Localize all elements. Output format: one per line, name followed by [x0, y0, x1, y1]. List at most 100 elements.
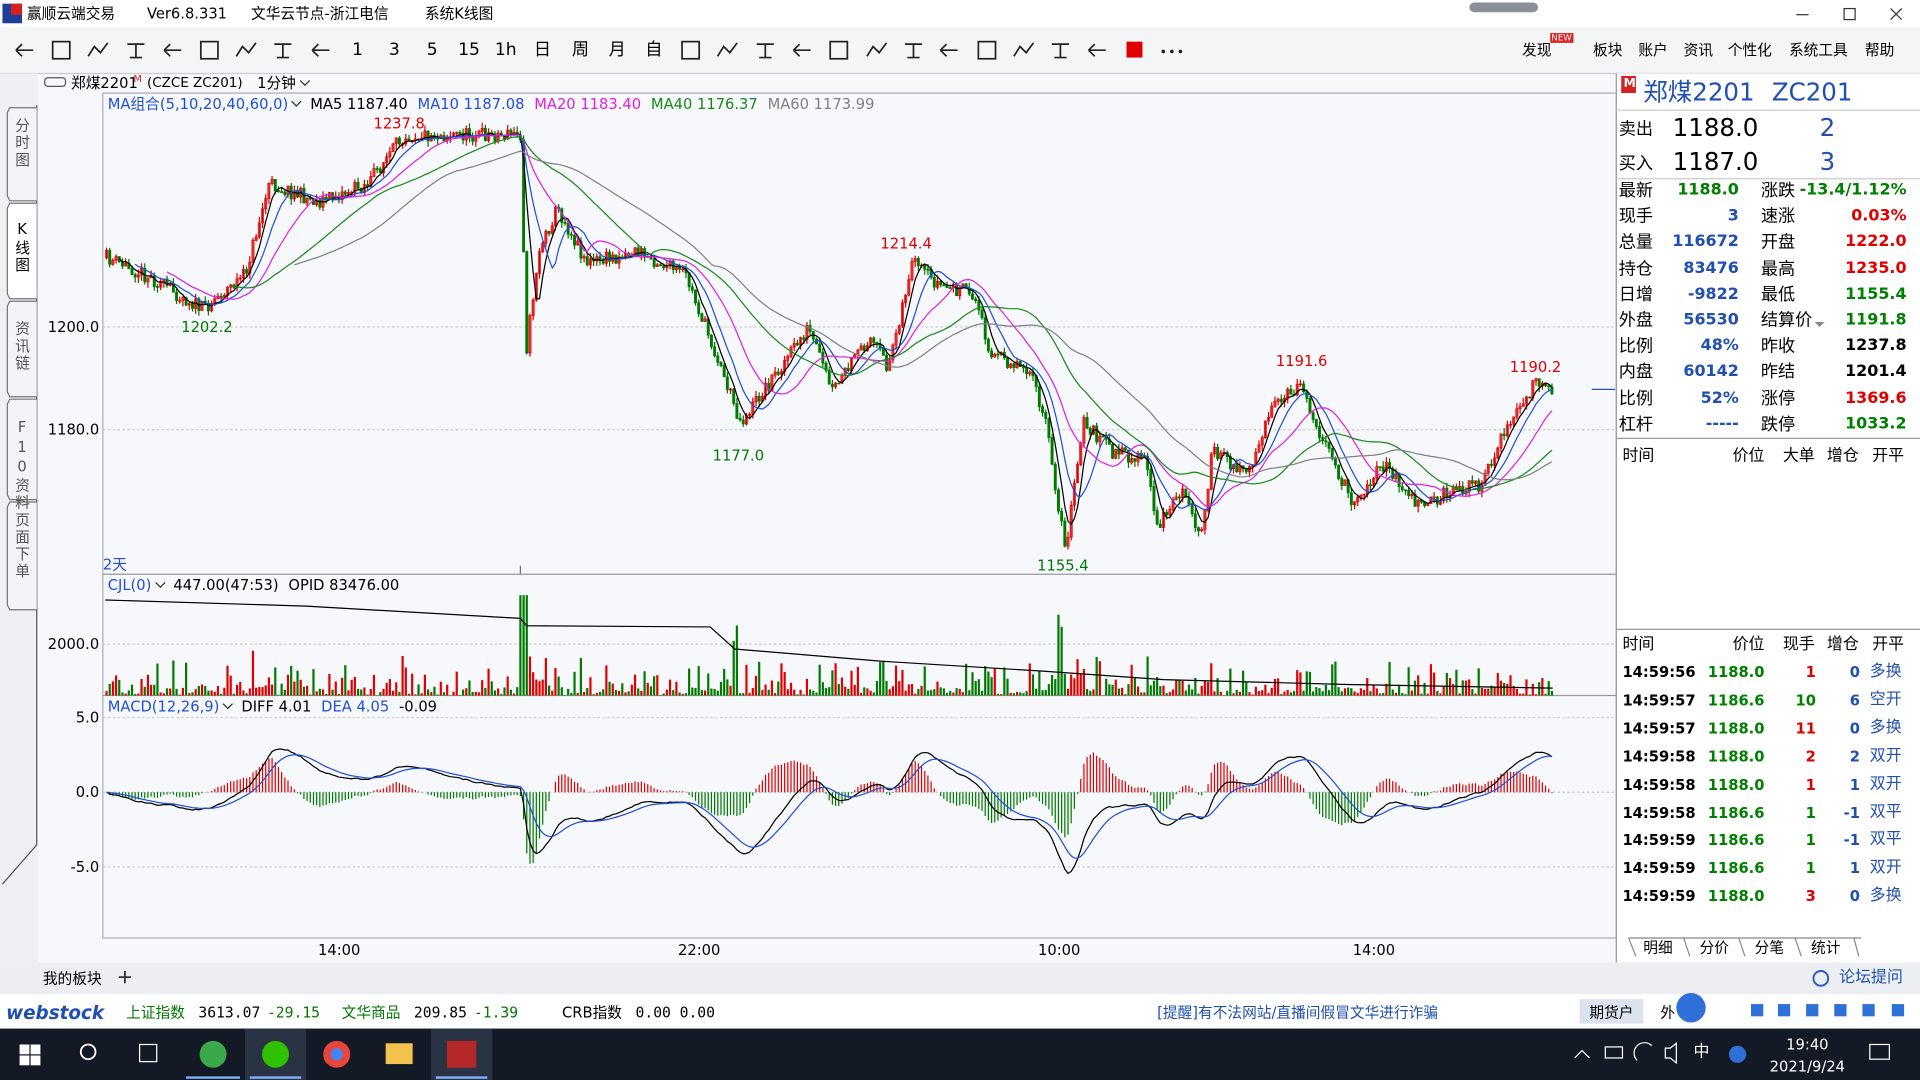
volume-bar [633, 674, 637, 696]
app-icon-trader[interactable] [446, 1040, 477, 1068]
tool-icon [904, 43, 923, 59]
volume-bar [1000, 694, 1003, 696]
forum-icon[interactable] [1812, 970, 1830, 987]
quote-value: -9822 [1687, 285, 1739, 304]
period-button[interactable]: 1 [352, 40, 364, 60]
ime-indicator[interactable]: 中 [1693, 1043, 1710, 1062]
side-tab-label[interactable]: 页面下单 [13, 511, 31, 581]
candle-body [1088, 427, 1092, 435]
candle-body [1295, 383, 1299, 396]
volume-bar [653, 676, 656, 696]
volume-bar [541, 679, 544, 696]
volume-bar [334, 681, 337, 696]
volume-bar [980, 690, 984, 696]
volume-bar [910, 683, 914, 696]
menu-item[interactable]: 系统工具 [1788, 41, 1848, 59]
app-icon-chat[interactable] [262, 1040, 289, 1068]
volume-bar [1229, 668, 1232, 696]
volume-bar [1541, 678, 1544, 696]
period-button[interactable]: 日 [533, 40, 552, 60]
trade-kind: 双开 [1869, 746, 1902, 765]
volume-bar [582, 691, 586, 696]
quote-tab[interactable]: 分价 [1699, 939, 1729, 957]
volume-bar [509, 689, 512, 696]
candle-body [1260, 437, 1264, 446]
candle-body [159, 282, 163, 288]
period-select[interactable]: 1分钟 [257, 75, 310, 92]
period-button[interactable]: 周 [571, 40, 589, 60]
volume-bar [1121, 687, 1124, 696]
notice[interactable]: [提醒]有不法网站/直播间假冒文华进行诈骗 [1157, 1004, 1439, 1022]
period-button[interactable]: 1h [494, 40, 517, 60]
candle-body [1416, 499, 1420, 507]
search-button[interactable] [79, 1043, 97, 1061]
my-group-tab[interactable]: 我的板块 [42, 969, 102, 987]
period-button[interactable]: 自 [645, 40, 663, 60]
app-icon-browser[interactable] [199, 1040, 227, 1068]
add-button[interactable] [118, 971, 132, 984]
quote-value: 1155.4 [1845, 285, 1907, 304]
app-icon-folder[interactable] [385, 1043, 413, 1065]
side-tab[interactable] [6, 398, 37, 501]
volume-indicator[interactable]: CJL(0) [108, 577, 166, 594]
candle-body [846, 367, 850, 372]
volume-bar [818, 664, 821, 696]
menu-item[interactable]: 资讯 [1683, 41, 1714, 59]
menu-item[interactable]: 账户 [1638, 41, 1668, 59]
menu-item[interactable]: 帮助 [1864, 41, 1895, 59]
volume-bar [446, 684, 449, 696]
volume-bar [614, 690, 618, 696]
quote-label: 比例 [1618, 336, 1654, 357]
period-button[interactable]: 月 [608, 40, 626, 60]
menu-item[interactable]: 板块 [1593, 41, 1623, 59]
side-tab[interactable] [6, 300, 37, 398]
volume-bar [439, 681, 442, 696]
macd-indicator[interactable]: MACD(12,26,9) [108, 698, 234, 715]
maximize-button[interactable] [1843, 7, 1856, 21]
side-tab-label[interactable]: K线图 [13, 220, 31, 275]
side-tab[interactable] [6, 501, 37, 611]
candle-body [1333, 458, 1337, 466]
period-button[interactable]: 3 [388, 40, 400, 60]
quote-tab[interactable]: 统计 [1811, 939, 1841, 957]
candle-body [184, 297, 188, 306]
period-button[interactable]: 15 [458, 40, 480, 60]
volume-bar [1458, 693, 1461, 696]
volume-bar [691, 687, 694, 696]
volume-bar [605, 665, 608, 696]
menu-item[interactable]: 发现 [1522, 41, 1552, 59]
side-tab-label[interactable]: F10资料 [13, 418, 31, 512]
close-button[interactable] [1890, 8, 1903, 21]
volume-bar [242, 690, 245, 696]
forum-link[interactable]: 论坛提问 [1839, 968, 1903, 987]
candle-body [681, 268, 685, 271]
quote-tab[interactable]: 明细 [1643, 939, 1673, 957]
volume-bar [984, 666, 987, 696]
volume-bar [920, 685, 923, 696]
side-tab-label[interactable]: 分时图 [13, 117, 31, 169]
index-value: 209.85 [413, 1004, 467, 1022]
menu-item[interactable]: 个性化 [1727, 41, 1772, 59]
notification-button[interactable] [1869, 1043, 1891, 1060]
symbol-code: (CZCE ZC201) [146, 74, 243, 91]
dropdown-arrow[interactable] [1814, 322, 1825, 327]
volume-bar [1512, 685, 1515, 696]
volume-bar [812, 690, 815, 696]
quote-tab[interactable]: 分笔 [1754, 939, 1785, 957]
y-tick-label: 0.0 [75, 783, 100, 801]
candle-body [980, 309, 984, 319]
side-tab[interactable] [6, 107, 37, 202]
candle-body [480, 127, 484, 132]
trade-qty: 1 [1805, 775, 1816, 793]
candle-body [1289, 388, 1293, 395]
side-tab-label[interactable]: 资讯链 [13, 320, 31, 373]
period-button[interactable]: 5 [426, 40, 438, 60]
ma-indicator[interactable]: MA组合(5,10,20,40,60,0) [108, 96, 302, 113]
start-button[interactable] [19, 1044, 41, 1066]
volume-bar [1394, 692, 1398, 696]
volume-bar [853, 684, 856, 696]
task-view-button[interactable] [138, 1043, 158, 1063]
side-tab[interactable] [6, 202, 37, 300]
account-button[interactable] [1579, 999, 1644, 1024]
tray-ime[interactable] [1728, 1045, 1747, 1063]
